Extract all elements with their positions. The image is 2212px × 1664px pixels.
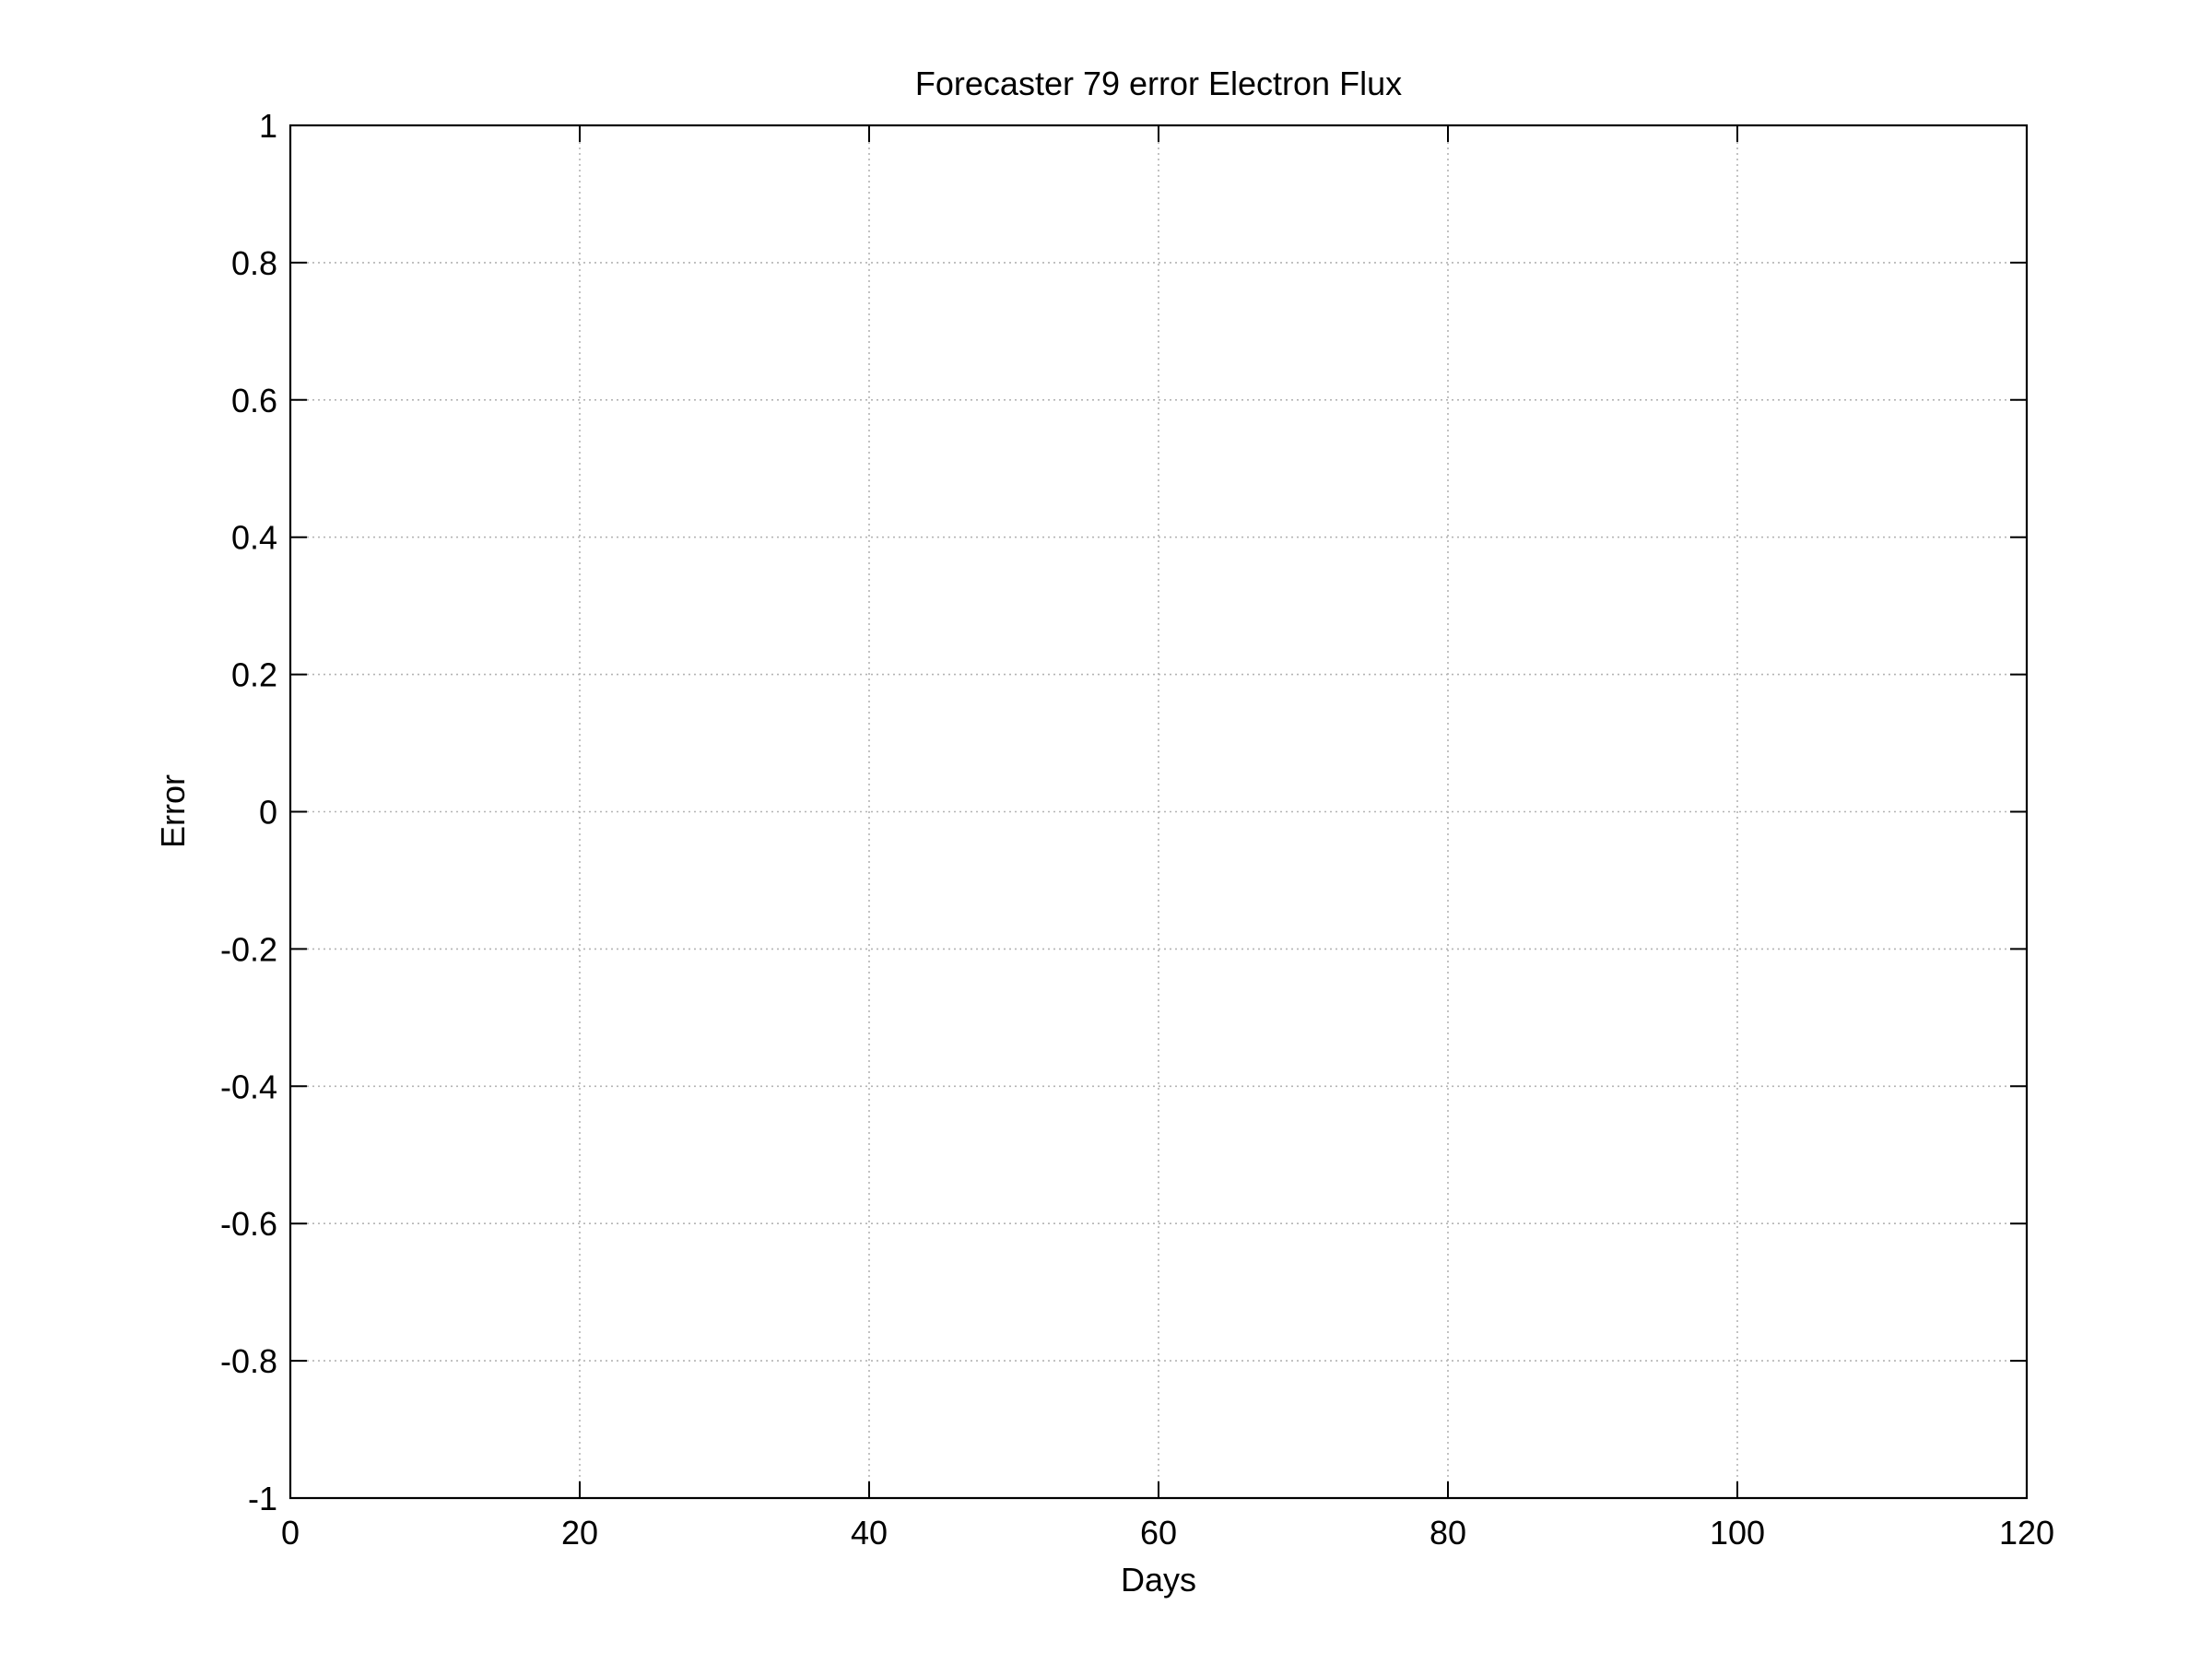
x-tick-label: 60 bbox=[1140, 1514, 1177, 1552]
y-tick-label: 0 bbox=[259, 794, 277, 832]
x-tick-label: 100 bbox=[1710, 1514, 1765, 1552]
grid-layer bbox=[290, 125, 2027, 1498]
x-tick-label: 80 bbox=[1430, 1514, 1466, 1552]
x-tick-label: 0 bbox=[281, 1514, 300, 1552]
axes-box bbox=[288, 124, 2029, 1500]
tick-label-layer: 0 20 40 60 80 100 120 -1 -0.8 -0.6 -0.4 -0.2 0 0.2 0.4… bbox=[220, 107, 2054, 1552]
y-tick-label: 0.2 bbox=[231, 656, 277, 694]
y-tick-label: 0.8 bbox=[231, 244, 277, 282]
y-tick-label: 0.6 bbox=[231, 382, 277, 419]
y-tick-label: 0.4 bbox=[231, 519, 277, 557]
y-tick-label: -0.4 bbox=[220, 1068, 277, 1105]
y-tick-label: -0.2 bbox=[220, 930, 277, 968]
x-tick-label: 120 bbox=[1999, 1514, 2054, 1552]
x-axis-label: Days bbox=[1121, 1561, 1196, 1599]
y-tick-label: -0.8 bbox=[220, 1342, 277, 1380]
chart-title: Forecaster 79 error Electron Flux bbox=[915, 65, 1402, 102]
x-tick-label: 20 bbox=[561, 1514, 598, 1552]
y-tick-label: -0.6 bbox=[220, 1205, 277, 1243]
y-tick-label: -1 bbox=[248, 1480, 277, 1517]
y-axis-label: Error bbox=[154, 774, 192, 848]
x-tick-label: 40 bbox=[851, 1514, 888, 1552]
y-tick-label: 1 bbox=[259, 107, 277, 145]
